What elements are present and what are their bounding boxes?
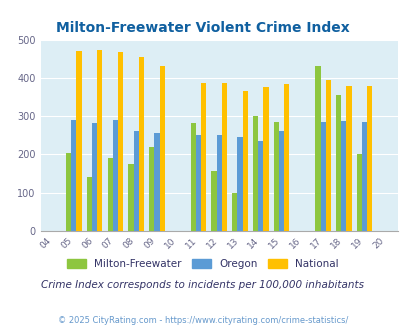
Bar [232,193,237,231]
Bar [284,84,289,231]
Bar [211,171,216,231]
Bar [139,57,144,231]
Bar [273,122,278,231]
Bar [128,164,133,231]
Bar [252,116,258,231]
Bar [367,86,371,231]
Bar [221,83,226,231]
Bar [76,51,81,231]
Text: Crime Index corresponds to incidents per 100,000 inhabitants: Crime Index corresponds to incidents per… [41,280,364,290]
Bar [149,147,154,231]
Bar [237,137,242,231]
Bar [345,85,351,231]
Bar [87,178,92,231]
Bar [325,80,330,231]
Bar [66,153,71,231]
Bar [315,66,320,231]
Bar [341,121,345,231]
Bar [320,122,325,231]
Bar [154,133,159,231]
Bar [195,135,200,231]
Bar [216,135,221,231]
Bar [118,52,123,231]
Bar [92,123,97,231]
Text: © 2025 CityRating.com - https://www.cityrating.com/crime-statistics/: © 2025 CityRating.com - https://www.city… [58,315,347,325]
Bar [263,87,268,231]
Bar [190,123,195,231]
Bar [278,131,284,231]
Bar [107,158,113,231]
Bar [356,154,361,231]
Bar [133,131,139,231]
Bar [113,120,118,231]
Bar [335,95,341,231]
Text: Milton-Freewater Violent Crime Index: Milton-Freewater Violent Crime Index [56,21,349,35]
Bar [159,66,164,231]
Bar [242,90,247,231]
Bar [258,142,263,231]
Bar [200,83,206,231]
Legend: Milton-Freewater, Oregon, National: Milton-Freewater, Oregon, National [63,254,342,273]
Bar [71,120,76,231]
Bar [97,50,102,231]
Bar [361,122,367,231]
